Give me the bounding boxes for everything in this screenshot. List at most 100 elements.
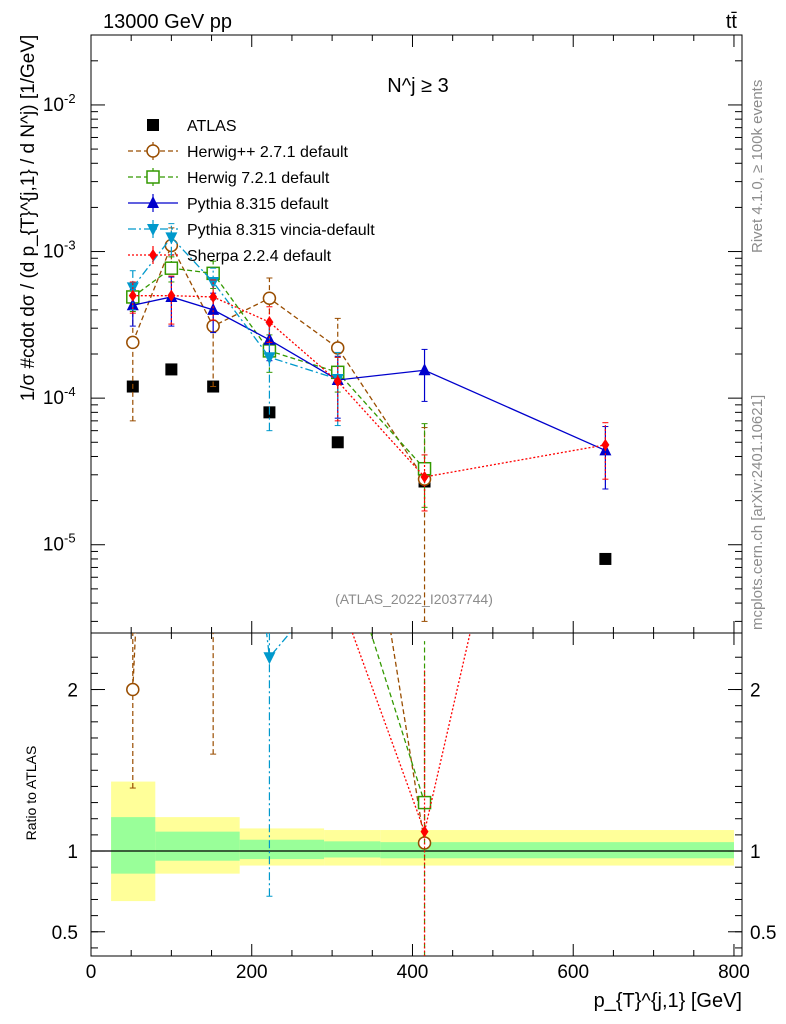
ratio-tick-label-right: 2 <box>750 681 761 702</box>
y-tick-exponent: -3 <box>64 238 76 253</box>
series-0-point <box>165 363 178 376</box>
series-5-point <box>601 438 610 451</box>
series-5-ratio-line <box>351 633 471 834</box>
series-5-point <box>333 375 342 388</box>
y-tick-label: 10 <box>43 388 64 409</box>
series-5-point <box>128 289 137 302</box>
series-4-ratio-point <box>263 652 276 665</box>
series-1-ratio-point <box>126 682 140 697</box>
legend-item: Pythia 8.315 vincia-default <box>128 220 375 239</box>
y-tick-exponent: -4 <box>64 384 76 399</box>
series-2-ratio-point <box>332 522 344 534</box>
series-5-ratio-point <box>420 825 429 838</box>
ratio-tick-label: 1 <box>67 842 78 863</box>
series-1-ratio-point <box>263 38 275 50</box>
legend-item: Sherpa 2.2.4 default <box>128 246 332 265</box>
ratio-plot-series <box>126 38 611 956</box>
x-tick-label: 200 <box>236 962 268 983</box>
legend-label: ATLAS <box>187 118 237 135</box>
legend-item: Herwig 7.2.1 default <box>128 168 330 187</box>
series-5-line <box>132 295 606 478</box>
analysis-label: (ATLAS_2022_I2037744) <box>335 591 493 607</box>
series-3-ratio-point <box>332 569 344 581</box>
y-tick-label: 10 <box>43 95 64 116</box>
series-4-ratio-point <box>127 240 139 252</box>
series-2-ratio-point <box>207 54 219 66</box>
series-5-point <box>209 290 218 303</box>
ratio-uncertainty-band <box>111 781 734 902</box>
series-4-main <box>126 223 344 432</box>
ratio-tick-label: 2 <box>67 681 78 702</box>
series-4-point <box>165 232 178 245</box>
legend-label: Pythia 8.315 vincia-default <box>187 222 375 239</box>
chart-title: N^j ≥ 3 <box>387 75 448 97</box>
x-tick-label: 600 <box>557 962 589 983</box>
series-1-ratio-line <box>132 633 426 844</box>
y-tick-label: 10 <box>43 242 64 263</box>
series-3-ratio-point <box>599 117 611 129</box>
legend-label: Herwig 7.2.1 default <box>187 170 330 187</box>
legend: ATLAS Herwig++ 2.7.1 default Herwig 7.2.1 … <box>128 118 375 265</box>
series-3-ratio-point <box>165 505 177 517</box>
series-2-ratio-point <box>165 215 177 227</box>
legend-label: Pythia 8.315 default <box>187 196 329 213</box>
y-tick-exponent: -2 <box>64 91 76 106</box>
legend-item: Herwig++ 2.7.1 default <box>128 142 349 161</box>
series-1-ratio-point <box>332 296 344 308</box>
legend-marker <box>146 170 160 184</box>
x-tick-label: 400 <box>397 962 429 983</box>
ratio-band-inner <box>324 841 381 858</box>
y-tick-label: 10 <box>43 535 64 556</box>
series-0-main <box>126 363 612 565</box>
series-3-ratio-point <box>207 473 219 485</box>
main-plot-series <box>126 223 612 622</box>
series-5-ratio-point <box>601 38 609 50</box>
series-3-ratio-point <box>263 505 275 517</box>
source-label: mcplots.cern.ch [arXiv:2401.10621] <box>749 395 766 630</box>
series-4-ratio-point <box>332 571 344 583</box>
series-4-point <box>263 352 276 365</box>
series-1-point <box>262 291 277 306</box>
y-tick-exponent: -5 <box>64 531 76 546</box>
ratio-tick-label-right: 1 <box>750 842 761 863</box>
series-4-ratio <box>127 240 344 897</box>
ratio-band-inner <box>111 817 156 874</box>
series-0-point <box>599 552 612 565</box>
ratio-band-inner <box>155 831 240 861</box>
legend-marker <box>147 196 159 208</box>
series-2-ratio-point <box>263 587 275 599</box>
legend-label: Sherpa 2.2.4 default <box>187 248 332 265</box>
series-1-point <box>126 335 140 350</box>
series-3-ratio-line <box>133 92 606 576</box>
series-5-point <box>265 316 274 329</box>
ratio-axis-title: Ratio to ATLAS <box>23 746 39 841</box>
legend-label: Herwig++ 2.7.1 default <box>187 144 349 161</box>
legend-marker <box>146 144 160 158</box>
legend-marker <box>149 249 157 261</box>
series-5-main <box>128 275 610 512</box>
series-3-point <box>207 302 220 315</box>
series-2-point <box>164 261 179 275</box>
series-5-point <box>420 470 429 483</box>
series-5-point <box>167 289 176 302</box>
series-5-ratio-point <box>167 490 175 502</box>
x-tick-label: 0 <box>86 962 97 983</box>
process-label: tt̄ <box>726 11 738 33</box>
x-tick-label: 800 <box>718 962 750 983</box>
series-1-line <box>132 243 426 480</box>
legend-item: Pythia 8.315 default <box>128 194 329 213</box>
legend-marker <box>147 119 159 131</box>
series-3-line <box>132 296 606 452</box>
rivet-version-label: Rivet 4.1.0, ≥ 100k events <box>749 80 766 253</box>
legend-item: ATLAS <box>147 118 237 135</box>
legend-marker <box>147 224 159 236</box>
ratio-tick-label-right: 0.5 <box>750 923 776 944</box>
y-axis-title: 1/σ #cdot dσ / (d p_{T}^{j,1} / d N^j) [… <box>18 35 39 402</box>
ratio-tick-label: 0.5 <box>52 923 78 944</box>
series-0-point <box>331 436 344 449</box>
series-3-ratio-point <box>127 424 139 436</box>
series-3-point <box>418 363 431 376</box>
energy-label: 13000 GeV pp <box>103 11 232 33</box>
x-axis-title: p_{T}^{j,1} [GeV] <box>594 990 742 1012</box>
